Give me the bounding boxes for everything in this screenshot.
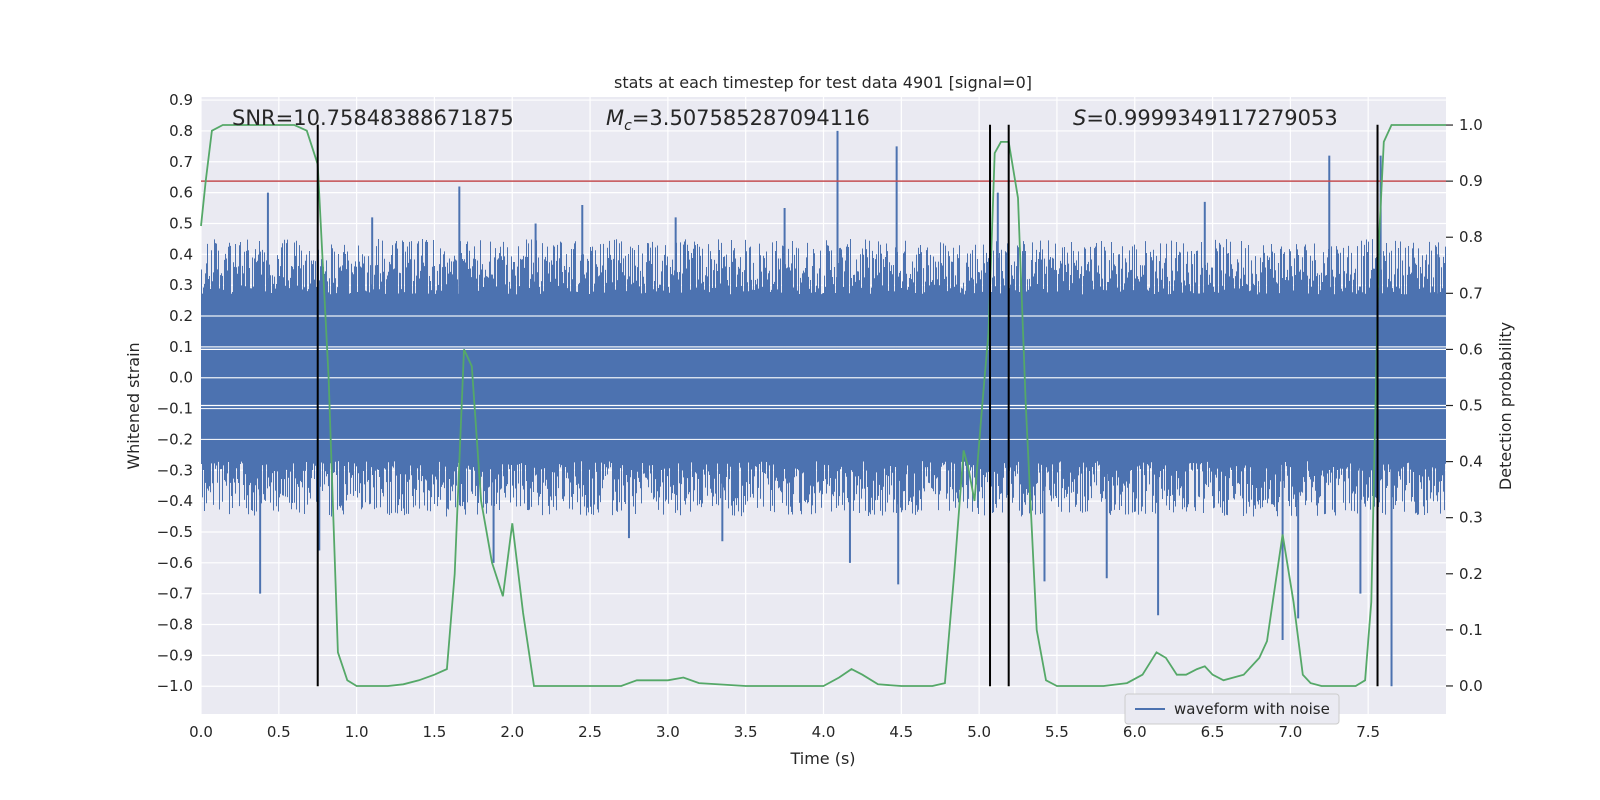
s-value: =0.9999349117279053	[1086, 106, 1337, 130]
core-gridlines-overlay	[201, 315, 1446, 441]
right-y-tick-label: 0.8	[1459, 228, 1483, 246]
left-y-tick-label: 0.8	[169, 122, 193, 140]
x-tick-label: 4.0	[812, 723, 836, 741]
left-y-tick-label: 0.3	[169, 276, 193, 294]
left-y-tick-label: 0.9	[169, 91, 193, 109]
left-y-axis-label: Whitened strain	[124, 342, 143, 469]
chirp-mass-annotation: Mc=3.507585287094116	[606, 106, 870, 134]
x-axis-label: Time (s)	[789, 749, 855, 768]
waveform-noise-strokes	[201, 238, 1446, 517]
chirp-mass-subscript: c	[624, 118, 632, 134]
right-y-tick-label: 0.2	[1459, 565, 1483, 583]
right-y-tick-label: 0.3	[1459, 509, 1483, 527]
legend-box	[1124, 693, 1340, 725]
x-tick-label: 7.0	[1278, 723, 1302, 741]
left-y-tick-label: 0.6	[169, 184, 193, 202]
x-tick-label: 4.5	[889, 723, 913, 741]
x-tick-label: 6.5	[1201, 723, 1225, 741]
right-y-axis-label: Detection probability	[1496, 322, 1515, 490]
x-tick-label: 1.0	[345, 723, 369, 741]
s-symbol: S	[1073, 106, 1086, 130]
left-y-tick-label: −0.4	[157, 492, 193, 510]
x-tick-label: 3.0	[656, 723, 680, 741]
x-tick-label: 0.0	[189, 723, 213, 741]
right-y-axis-ticks: 1.0 0.9 0.8 0.7 0.6 0.5 0.4 0.3 0.2 0.1 0.0	[1446, 116, 1483, 695]
legend: waveform with noise	[1124, 693, 1340, 725]
x-tick-label: 6.0	[1123, 723, 1147, 741]
left-y-tick-label: −0.8	[157, 616, 193, 634]
detection-probability-line	[200, 124, 1446, 687]
left-y-axis-ticks: 0.9 0.8 0.7 0.6 0.5 0.4 0.3 0.2 0.1 0.0 −0.1 −0.2 −0…	[157, 91, 193, 695]
left-y-tick-label: −0.1	[157, 400, 193, 418]
left-y-tick-label: 0.4	[169, 245, 193, 263]
x-tick-label: 2.5	[578, 723, 602, 741]
snr-annotation: SNR=10.75848388671875	[232, 106, 514, 130]
x-tick-label: 5.5	[1045, 723, 1069, 741]
x-tick-label: 0.5	[267, 723, 291, 741]
x-tick-label: 7.5	[1356, 723, 1380, 741]
left-y-tick-label: 0.1	[169, 338, 193, 356]
left-y-tick-label: 0.2	[169, 307, 193, 325]
right-y-tick-label: 1.0	[1459, 116, 1483, 134]
left-y-tick-label: −0.2	[157, 430, 193, 448]
left-y-tick-label: −0.3	[157, 461, 193, 479]
x-tick-label: 3.5	[734, 723, 758, 741]
chart-title: stats at each timestep for test data 490…	[614, 73, 1032, 92]
right-y-tick-label: 0.0	[1459, 677, 1483, 695]
chirp-mass-value: =3.507585287094116	[632, 106, 870, 130]
right-y-tick-label: 0.9	[1459, 172, 1483, 190]
x-tick-label: 2.0	[500, 723, 524, 741]
right-y-tick-label: 0.1	[1459, 621, 1483, 639]
left-y-tick-label: −0.6	[157, 554, 193, 572]
legend-label: waveform with noise	[1174, 700, 1330, 718]
x-axis-ticks: 0.0 0.5 1.0 1.5 2.0 2.5 3.0 3.5 4.0 4.5 5.0 5.5 6.0 6…	[189, 723, 1380, 741]
chirp-mass-symbol: M	[606, 106, 624, 130]
left-y-tick-label: 0.7	[169, 153, 193, 171]
left-y-tick-label: −0.5	[157, 523, 193, 541]
left-y-tick-label: −0.9	[157, 646, 193, 664]
x-tick-label: 5.0	[967, 723, 991, 741]
right-y-tick-label: 0.5	[1459, 397, 1483, 415]
s-annotation: S=0.9999349117279053	[1073, 106, 1338, 130]
right-y-tick-label: 0.7	[1459, 284, 1483, 302]
right-y-tick-label: 0.6	[1459, 340, 1483, 358]
event-markers	[316, 124, 1379, 687]
left-y-tick-label: −1.0	[157, 677, 193, 695]
left-y-tick-label: 0.5	[169, 214, 193, 232]
left-y-tick-label: 0.0	[169, 369, 193, 387]
x-tick-label: 1.5	[423, 723, 447, 741]
left-y-tick-label: −0.7	[157, 585, 193, 603]
right-y-tick-label: 0.4	[1459, 453, 1483, 471]
